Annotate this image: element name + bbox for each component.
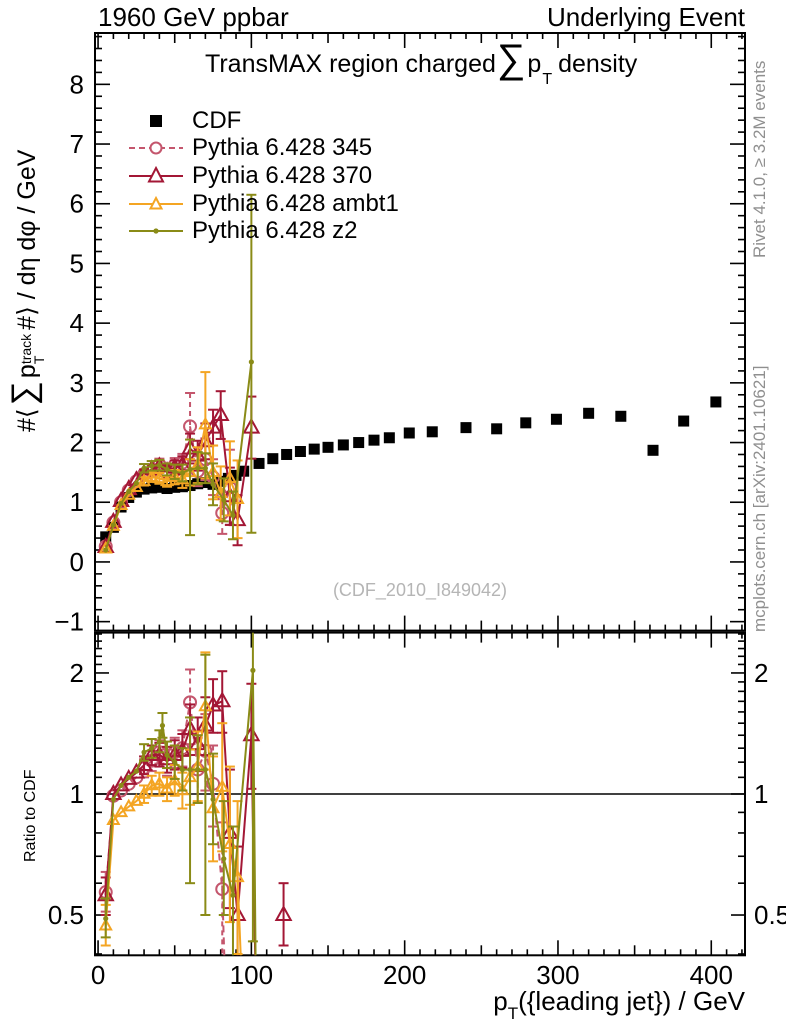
ratio-y-tick-label-right: 1 (754, 779, 768, 809)
beam-energy-label: 1960 GeV ppbar (98, 2, 289, 32)
analysis-topic-label: Underlying Event (547, 2, 745, 32)
xlabel-pt-symbol: p (493, 986, 508, 1016)
dashed-circle-marker-icon (129, 141, 183, 155)
plot-title-text: TransMAX region charged (205, 50, 496, 78)
generator-version-note: Rivet 4.1.0, ≥ 3.2M events (750, 60, 769, 258)
triangle-marker-icon (129, 165, 183, 183)
xlabel-subscript: T (507, 1004, 519, 1023)
ylabel-suffix: #⟩ / dη dφ / GeV (13, 149, 41, 330)
legend-label-cdf: CDF (192, 106, 242, 134)
x-tick-label: 400 (690, 960, 733, 990)
main-y-tick-label: 5 (70, 248, 84, 278)
main-y-tick-label: −1 (54, 607, 84, 637)
plot-title-suffix: density (558, 50, 638, 78)
series-ratio-2 (96, 670, 293, 956)
y-axis-label-main: #⟨ ∑ p track T #⟩ / dη dφ / GeV (5, 149, 47, 432)
ylabel-pt-symbol: p (13, 364, 41, 379)
main-y-tick-label: 4 (70, 308, 84, 338)
legend-item-pythia-z2: Pythia 6.428 z2 (128, 217, 399, 245)
series-main-4 (103, 193, 257, 553)
legend-item-pythia-345: Pythia 6.428 345 (128, 134, 399, 163)
pt-subscript: T (542, 71, 553, 88)
legend-item-cdf: CDF (128, 107, 399, 135)
y-axis-label-ratio: Ratio to CDF (22, 769, 39, 862)
main-y-tick-label: 3 (70, 368, 84, 398)
legend-item-pythia-370: Pythia 6.428 370 (128, 162, 399, 190)
legend-label-pythia-z2: Pythia 6.428 z2 (192, 217, 358, 245)
x-tick-label: 300 (536, 960, 579, 990)
ylabel-prefix: #⟨ (13, 408, 41, 432)
dot-marker-icon (129, 228, 183, 234)
main-y-tick-label: 0 (70, 547, 84, 577)
mcplots-reference-note: mcplots.cern.ch [arXiv:2401.10621] (750, 365, 769, 632)
axes: −1 0 1 2 3 4 5 6 7 8 0 100 200 300 400 0.5 0.5 1 1 2 2 (48, 32, 786, 990)
small-triangle-marker-icon (129, 195, 183, 210)
ylabel-subscript: T (31, 355, 47, 365)
ratio-y-tick-label-left: 1 (70, 779, 84, 809)
pt-symbol: p (527, 50, 542, 78)
main-y-tick-label: 7 (70, 129, 84, 159)
cdf-square-marker-icon (150, 114, 162, 127)
main-y-tick-label: 1 (70, 487, 84, 517)
ratio-y-tick-label-right: 2 (754, 658, 768, 688)
x-axis-label: p T ({leading jet}) / GeV (493, 986, 745, 1023)
ratio-y-tick-label-left: 0.5 (48, 900, 84, 930)
legend-label-pythia-345: Pythia 6.428 345 (192, 134, 373, 162)
x-tick-label: 100 (230, 960, 273, 990)
ratio-y-tick-label-right: 0.5 (754, 900, 786, 930)
legend: CDF Pythia 6.428 345 Pythia 6.428 370 Py… (128, 107, 399, 245)
main-y-tick-label: 8 (70, 69, 84, 99)
main-y-tick-label: 2 (70, 428, 84, 458)
ratio-y-tick-label-left: 2 (70, 658, 84, 688)
legend-item-pythia-ambt1: Pythia 6.428 ambt1 (128, 190, 399, 218)
analysis-id-watermark: (CDF_2010_I849042) (332, 580, 508, 600)
main-y-tick-label: 6 (70, 189, 84, 219)
x-tick-label: 0 (91, 960, 105, 990)
legend-label-pythia-ambt1: Pythia 6.428 ambt1 (192, 189, 399, 217)
series-ratio-4 (100, 632, 258, 956)
xlabel-rest: ({leading jet}) / GeV (518, 986, 745, 1016)
x-tick-label: 200 (383, 960, 426, 990)
legend-label-pythia-370: Pythia 6.428 370 (192, 161, 373, 189)
